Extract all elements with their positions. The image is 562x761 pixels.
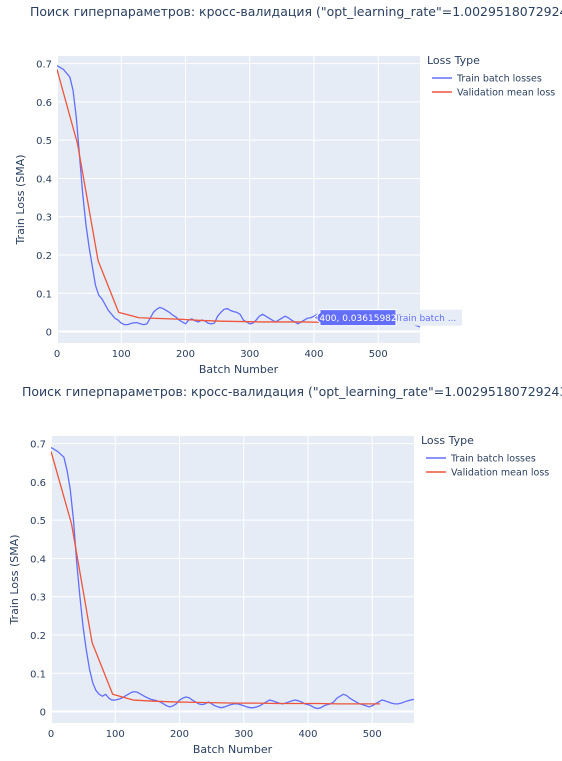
y-tick-label: 0.4 (30, 554, 46, 565)
x-tick-label: 0 (54, 349, 60, 360)
y-tick-label: 0.6 (36, 98, 52, 109)
x-tick-label: 200 (170, 729, 189, 740)
x-tick-label: 100 (112, 349, 131, 360)
legend-label: Train batch losses (450, 454, 536, 465)
x-axis-title: Batch Number (193, 743, 273, 756)
y-tick-label: 0.5 (36, 136, 52, 147)
y-tick-label: 0.2 (30, 631, 46, 642)
x-tick-label: 400 (304, 349, 323, 360)
legend-item-train-batch-losses[interactable]: Train batch losses (426, 454, 536, 465)
x-tick-label: 400 (298, 729, 317, 740)
x-tick-label: 500 (369, 349, 388, 360)
legend-label: Validation mean loss (451, 468, 549, 479)
y-tick-label: 0.1 (36, 289, 52, 300)
legend-item-validation-mean-loss[interactable]: Validation mean loss (426, 468, 549, 479)
legend-item-train-batch-losses[interactable]: Train batch losses (432, 74, 542, 85)
plot-area (57, 56, 420, 343)
y-tick-label: 0.7 (36, 60, 52, 71)
legend-title: Loss Type (421, 434, 474, 447)
legend-item-validation-mean-loss[interactable]: Validation mean loss (432, 88, 555, 99)
y-tick-label: 0.4 (36, 174, 52, 185)
hover-tooltip: Train batch ...(400, 0.03615982) (313, 309, 462, 327)
x-tick-label: 300 (234, 729, 253, 740)
series-line-train-batch-losses[interactable] (51, 446, 414, 710)
chart-title: Поиск гиперпараметров: кросс-валидация (… (30, 4, 562, 19)
x-tick-label: 100 (106, 729, 125, 740)
hover-value-box (313, 309, 397, 327)
hover-series-box (388, 309, 462, 326)
hover-series-label: Train batch ... (394, 314, 456, 324)
chart-panel-1: Поиск гиперпараметров: кросс-валидация (… (0, 380, 562, 761)
x-axis-title: Batch Number (199, 363, 279, 376)
hover-value-label: (400, 0.03615982) (316, 314, 400, 324)
x-tick-label: 500 (363, 729, 382, 740)
y-tick-label: 0.1 (30, 669, 46, 680)
y-axis-title: Train Loss (SMA) (14, 154, 27, 245)
chart-svg-0: Поиск гиперпараметров: кросс-валидация (… (14, 4, 562, 376)
x-tick-label: 0 (48, 729, 54, 740)
series-line-validation-mean-loss[interactable] (51, 451, 380, 705)
legend-label: Train batch losses (456, 74, 542, 85)
x-tick-label: 300 (240, 349, 259, 360)
y-tick-label: 0.3 (30, 593, 46, 604)
y-axis-title: Train Loss (SMA) (8, 534, 21, 625)
y-tick-label: 0.7 (30, 440, 46, 451)
y-tick-label: 0.5 (30, 516, 46, 527)
legend-label: Validation mean loss (457, 88, 555, 99)
y-tick-label: 0.3 (36, 213, 52, 224)
series-group (51, 446, 414, 710)
chart-svg-1: Поиск гиперпараметров: кросс-валидация (… (8, 384, 562, 756)
legend-title: Loss Type (427, 54, 480, 67)
plot-area (51, 436, 414, 723)
x-tick-label: 200 (176, 349, 195, 360)
chart-panel-0: Поиск гиперпараметров: кросс-валидация (… (0, 0, 562, 380)
y-tick-label: 0.2 (36, 251, 52, 262)
y-tick-label: 0.6 (30, 478, 46, 489)
chart-title: Поиск гиперпараметров: кросс-валидация (… (22, 384, 562, 399)
y-tick-label: 0 (46, 328, 52, 339)
y-tick-label: 0 (40, 708, 46, 719)
